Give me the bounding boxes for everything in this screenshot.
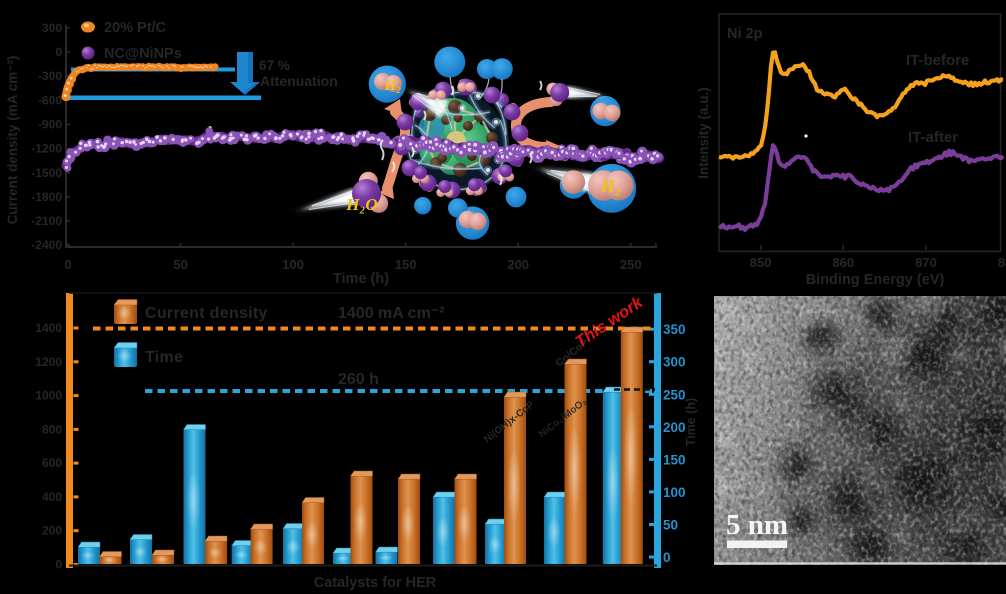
svg-text:Attenuation: Attenuation — [260, 73, 338, 89]
svg-text:-2100: -2100 — [31, 214, 62, 228]
svg-text:150: 150 — [663, 452, 686, 467]
svg-text:Time (h): Time (h) — [333, 271, 389, 287]
svg-text:-1500: -1500 — [31, 166, 62, 180]
svg-text:-300: -300 — [38, 69, 62, 83]
svg-text:350: 350 — [663, 322, 686, 337]
svg-text:250: 250 — [620, 257, 642, 272]
svg-text:Time: Time — [145, 349, 183, 366]
svg-text:50: 50 — [173, 257, 187, 272]
svg-text:-2400: -2400 — [31, 238, 62, 252]
svg-text:0: 0 — [55, 558, 62, 572]
svg-text:150: 150 — [395, 257, 417, 272]
svg-text:880: 880 — [998, 255, 1006, 270]
svg-text:IT-after: IT-after — [908, 129, 958, 146]
svg-text:H₂O: H₂O — [345, 195, 377, 214]
svg-text:260 h: 260 h — [338, 371, 379, 388]
svg-text:1400: 1400 — [35, 321, 62, 335]
svg-text:Catalysts for HER: Catalysts for HER — [314, 575, 437, 591]
svg-text:-1800: -1800 — [31, 190, 62, 204]
svg-text:200: 200 — [507, 257, 529, 272]
svg-text:1200: 1200 — [35, 355, 62, 369]
svg-text:200: 200 — [663, 420, 686, 435]
svg-text:-600: -600 — [38, 93, 62, 107]
svg-text:-1200: -1200 — [31, 142, 62, 156]
svg-text:600: 600 — [42, 456, 62, 470]
svg-text:Current density: Current density — [145, 305, 268, 322]
svg-text:H₂: H₂ — [600, 176, 621, 196]
svg-text:Binding Energy (eV): Binding Energy (eV) — [806, 272, 945, 288]
svg-text:100: 100 — [663, 485, 686, 500]
svg-text:IT-before: IT-before — [906, 52, 969, 69]
svg-text:0: 0 — [64, 257, 71, 272]
svg-text:0: 0 — [663, 550, 671, 565]
svg-text:300: 300 — [42, 21, 62, 35]
svg-text:Ni 2p: Ni 2p — [727, 26, 763, 42]
svg-text:5 nm: 5 nm — [726, 509, 788, 541]
svg-text:Time (h): Time (h) — [684, 398, 698, 446]
svg-text:20% Pt/C: 20% Pt/C — [104, 20, 167, 36]
svg-text:H₂: H₂ — [384, 78, 402, 94]
svg-text:-900: -900 — [38, 117, 62, 131]
svg-text:50: 50 — [663, 518, 678, 533]
svg-text:NC@NiNPs: NC@NiNPs — [104, 46, 182, 62]
svg-text:400: 400 — [42, 490, 62, 504]
svg-text:850: 850 — [750, 255, 772, 270]
svg-text:860: 860 — [832, 255, 854, 270]
svg-text:Intensity (a.u.): Intensity (a.u.) — [696, 87, 711, 179]
svg-text:Current density (mA cm⁻²): Current density (mA cm⁻²) — [5, 56, 20, 225]
svg-text:800: 800 — [42, 422, 62, 436]
svg-text:0: 0 — [55, 45, 62, 59]
svg-text:100: 100 — [282, 257, 304, 272]
svg-text:1400 mA cm⁻²: 1400 mA cm⁻² — [338, 305, 445, 322]
svg-text:200: 200 — [42, 524, 62, 538]
svg-text:300: 300 — [663, 355, 686, 370]
svg-text:67 %: 67 % — [259, 58, 290, 73]
svg-text:1000: 1000 — [35, 389, 62, 403]
svg-text:250: 250 — [663, 387, 686, 402]
svg-text:870: 870 — [915, 255, 937, 270]
